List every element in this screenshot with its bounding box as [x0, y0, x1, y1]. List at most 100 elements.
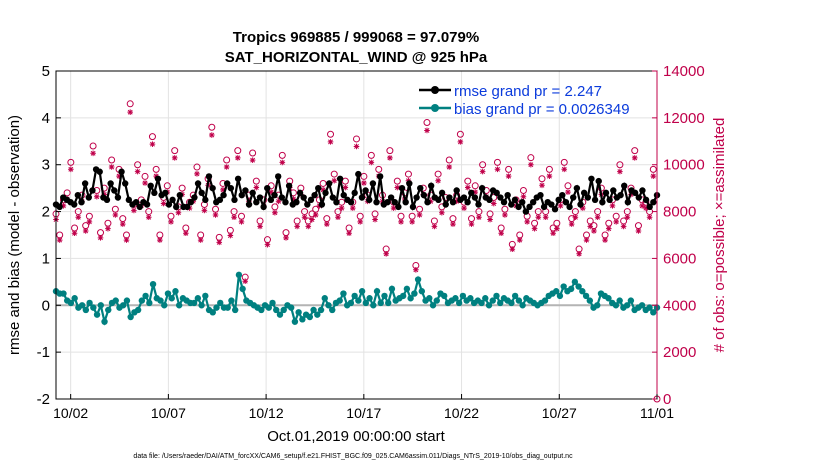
obs-assimilated-point [431, 223, 438, 230]
obs-possible-point [156, 231, 164, 239]
bias-point [213, 304, 220, 311]
bias-point [373, 288, 381, 295]
rmse-point [398, 184, 406, 192]
obs-possible-point [505, 165, 513, 173]
bias-point [414, 276, 422, 283]
obs-possible-point [560, 158, 568, 166]
obs-possible-point [519, 186, 527, 194]
bias-point [347, 299, 355, 307]
obs-assimilated-point [516, 237, 523, 243]
rmse-point [103, 196, 111, 204]
obs-assimilated-point [82, 228, 89, 234]
bias-point [258, 306, 265, 314]
rmse-point [169, 196, 176, 204]
obs-assimilated-point [338, 205, 345, 211]
bias-point [127, 313, 134, 321]
obs-assimilated-point [342, 184, 349, 191]
obs-assimilated-point [427, 198, 434, 205]
obs-assimilated-point [56, 237, 63, 243]
obs-assimilated-point [494, 166, 501, 173]
rmse-point [570, 194, 577, 201]
obs-possible-point [479, 161, 487, 169]
obs-possible-point [538, 175, 546, 183]
bias-point [202, 292, 209, 300]
obs-possible-point [152, 165, 160, 173]
x-tick-label: 10/12 [249, 405, 284, 421]
rmse-point [176, 191, 184, 199]
rmse-point [621, 182, 628, 189]
obs-assimilated-point [305, 223, 312, 230]
obs-assimilated-point [620, 223, 627, 230]
rmse-point [223, 180, 231, 187]
bias-point [567, 285, 575, 293]
bias-point [541, 297, 549, 304]
bias-point [224, 304, 231, 311]
bias-point [101, 318, 108, 325]
rmse-point [515, 203, 522, 211]
x-tick-label: 10/02 [53, 405, 88, 421]
bias-point [650, 309, 657, 316]
obs-possible-point [89, 142, 97, 150]
obs-assimilated-point [290, 196, 297, 202]
obs-possible-point [234, 147, 242, 155]
bias-point [93, 311, 101, 318]
obs-possible-point [171, 147, 179, 155]
obs-assimilated-point [602, 237, 608, 243]
obs-possible-point [531, 219, 539, 227]
rmse-point [329, 194, 337, 201]
obs-assimilated-point [324, 221, 330, 227]
bias-point [612, 302, 620, 309]
obs-assimilated-point [171, 155, 178, 161]
rmse-point [198, 189, 205, 197]
right-tick-label: 0 [663, 391, 671, 408]
obs-assimilated-point [424, 127, 430, 134]
rmse-point [606, 196, 613, 204]
rmse-point [631, 189, 639, 197]
bias-point [60, 290, 67, 297]
obs-assimilated-point [368, 159, 375, 166]
bias-series [52, 271, 661, 326]
bias-point [426, 295, 433, 302]
rmse-point [191, 194, 198, 201]
obs-possible-point [282, 229, 290, 237]
obs-assimilated-point [327, 139, 334, 145]
right-tick-label: 2000 [663, 344, 696, 361]
obs-assimilated-point [223, 164, 230, 170]
grid [56, 70, 658, 400]
bias-point [508, 299, 515, 307]
rmse-point [187, 199, 194, 206]
bias-point [172, 288, 179, 295]
obs-assimilated-point [453, 198, 460, 205]
rmse-point [216, 196, 224, 204]
obs-assimilated-point [542, 214, 549, 221]
obs-possible-point [345, 224, 353, 232]
rmse-point [387, 194, 395, 201]
rmse-point [78, 199, 85, 206]
bias-point [97, 302, 104, 309]
obs-possible-point [564, 182, 572, 190]
obs-assimilated-point [580, 205, 586, 211]
obs-possible-point [63, 189, 71, 197]
rmse-point [635, 194, 642, 201]
obs-assimilated-point [587, 223, 594, 230]
obs-assimilated-point [194, 171, 200, 177]
bias-point [407, 295, 414, 302]
obs-assimilated-point [416, 212, 423, 218]
rmse-point [322, 189, 329, 197]
obs-possible-point [393, 177, 401, 185]
rmse-point [442, 201, 449, 208]
bias-point [239, 285, 246, 293]
bias-point [340, 290, 347, 297]
obs-possible-point [471, 182, 479, 190]
obs-assimilated-point [476, 214, 482, 221]
obs-possible-point [464, 177, 472, 185]
rmse-point [551, 206, 559, 213]
rmse-point [468, 189, 475, 197]
obs-assimilated-point [520, 193, 527, 200]
rmse-point [136, 203, 143, 211]
rmse-point [478, 184, 486, 192]
obs-assimilated-point [650, 173, 657, 179]
rmse-point [114, 194, 122, 201]
obs-assimilated-point [572, 214, 579, 221]
